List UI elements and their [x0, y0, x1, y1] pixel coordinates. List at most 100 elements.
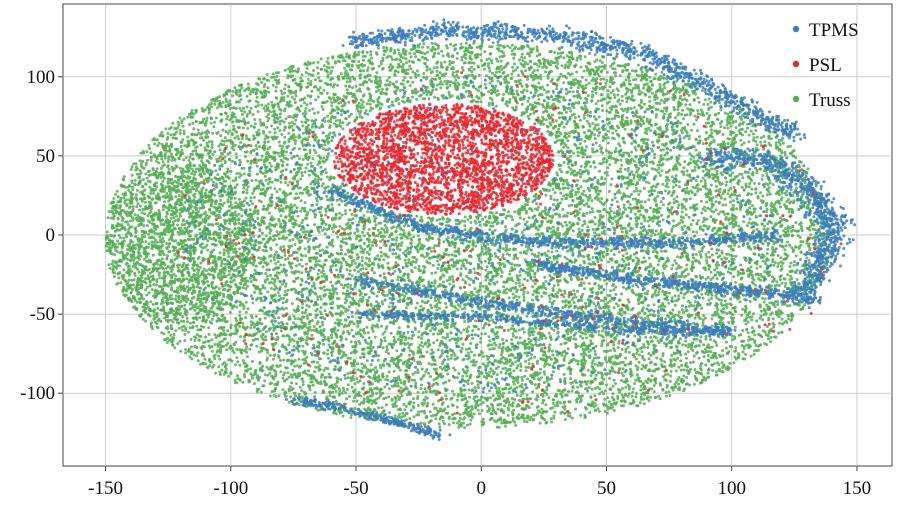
data-point — [291, 302, 294, 305]
data-point — [165, 242, 168, 245]
data-point — [351, 274, 354, 277]
data-point — [478, 224, 481, 227]
data-point — [296, 180, 299, 183]
data-point — [359, 235, 362, 238]
data-point — [211, 140, 214, 143]
data-point — [404, 343, 407, 346]
data-point — [471, 329, 474, 332]
data-point — [246, 188, 249, 191]
data-point — [136, 189, 139, 192]
data-point — [424, 387, 427, 390]
data-point — [319, 325, 322, 328]
data-point — [238, 247, 241, 250]
data-point — [622, 367, 625, 370]
data-point — [632, 387, 635, 390]
data-point — [599, 148, 602, 151]
data-point — [795, 187, 798, 190]
data-point — [685, 213, 688, 216]
data-point — [273, 256, 276, 259]
data-point — [311, 334, 314, 337]
data-point — [284, 366, 287, 369]
data-point — [405, 61, 408, 64]
data-point — [547, 396, 550, 399]
data-point — [363, 382, 366, 385]
data-point — [617, 115, 620, 118]
data-point — [644, 336, 647, 339]
data-point — [467, 382, 470, 385]
data-point — [580, 185, 583, 188]
data-point — [573, 106, 576, 109]
data-point — [640, 222, 643, 225]
data-point — [179, 340, 182, 343]
data-point — [327, 142, 330, 145]
data-point — [298, 147, 301, 150]
data-point — [320, 57, 323, 60]
data-point — [648, 96, 651, 99]
data-point — [533, 356, 536, 359]
data-point — [601, 362, 604, 365]
data-point — [407, 325, 410, 328]
data-point — [619, 167, 622, 170]
data-point — [331, 350, 334, 353]
data-point — [366, 396, 369, 399]
data-point — [344, 209, 347, 212]
data-point — [527, 337, 530, 340]
data-point — [519, 251, 522, 254]
data-point — [475, 343, 478, 346]
data-point — [674, 304, 677, 307]
data-point — [279, 123, 282, 126]
data-point — [486, 243, 489, 246]
data-point — [372, 368, 375, 371]
data-point — [619, 298, 622, 301]
data-point — [393, 370, 396, 373]
data-point — [488, 371, 491, 374]
data-point — [585, 336, 588, 339]
data-point — [695, 149, 698, 152]
data-point — [566, 212, 569, 215]
data-point — [537, 206, 540, 209]
data-point — [670, 267, 673, 270]
data-point — [304, 201, 307, 204]
data-point — [251, 301, 254, 304]
data-point — [501, 367, 504, 370]
data-point — [416, 368, 419, 371]
data-point — [572, 289, 575, 292]
data-point — [560, 88, 563, 91]
data-point — [288, 376, 291, 379]
data-point — [305, 270, 308, 273]
data-point — [553, 51, 556, 54]
data-point — [436, 74, 439, 77]
data-point — [702, 314, 705, 317]
data-point — [633, 106, 636, 109]
data-point — [298, 157, 301, 160]
data-point — [391, 280, 394, 283]
data-point — [161, 180, 164, 183]
data-point — [144, 240, 147, 243]
data-point — [198, 339, 201, 342]
data-point — [607, 130, 610, 133]
data-point — [317, 111, 320, 114]
data-point — [408, 60, 411, 63]
data-point — [321, 321, 324, 324]
data-point — [136, 202, 139, 205]
data-point — [436, 267, 439, 270]
data-point — [301, 73, 304, 76]
data-point — [661, 272, 664, 275]
data-point — [404, 262, 407, 265]
data-point — [283, 251, 286, 254]
data-point — [531, 299, 534, 302]
data-point — [302, 383, 305, 386]
data-point — [574, 408, 577, 411]
data-point — [752, 136, 755, 139]
data-point — [407, 297, 410, 300]
data-point — [310, 162, 313, 165]
data-point — [589, 339, 592, 342]
data-point — [447, 254, 450, 257]
data-point — [277, 316, 280, 319]
data-point — [551, 406, 554, 409]
data-point — [378, 76, 381, 79]
data-point — [496, 44, 499, 47]
data-point — [218, 214, 221, 217]
data-point — [326, 349, 329, 352]
data-point — [555, 87, 558, 90]
